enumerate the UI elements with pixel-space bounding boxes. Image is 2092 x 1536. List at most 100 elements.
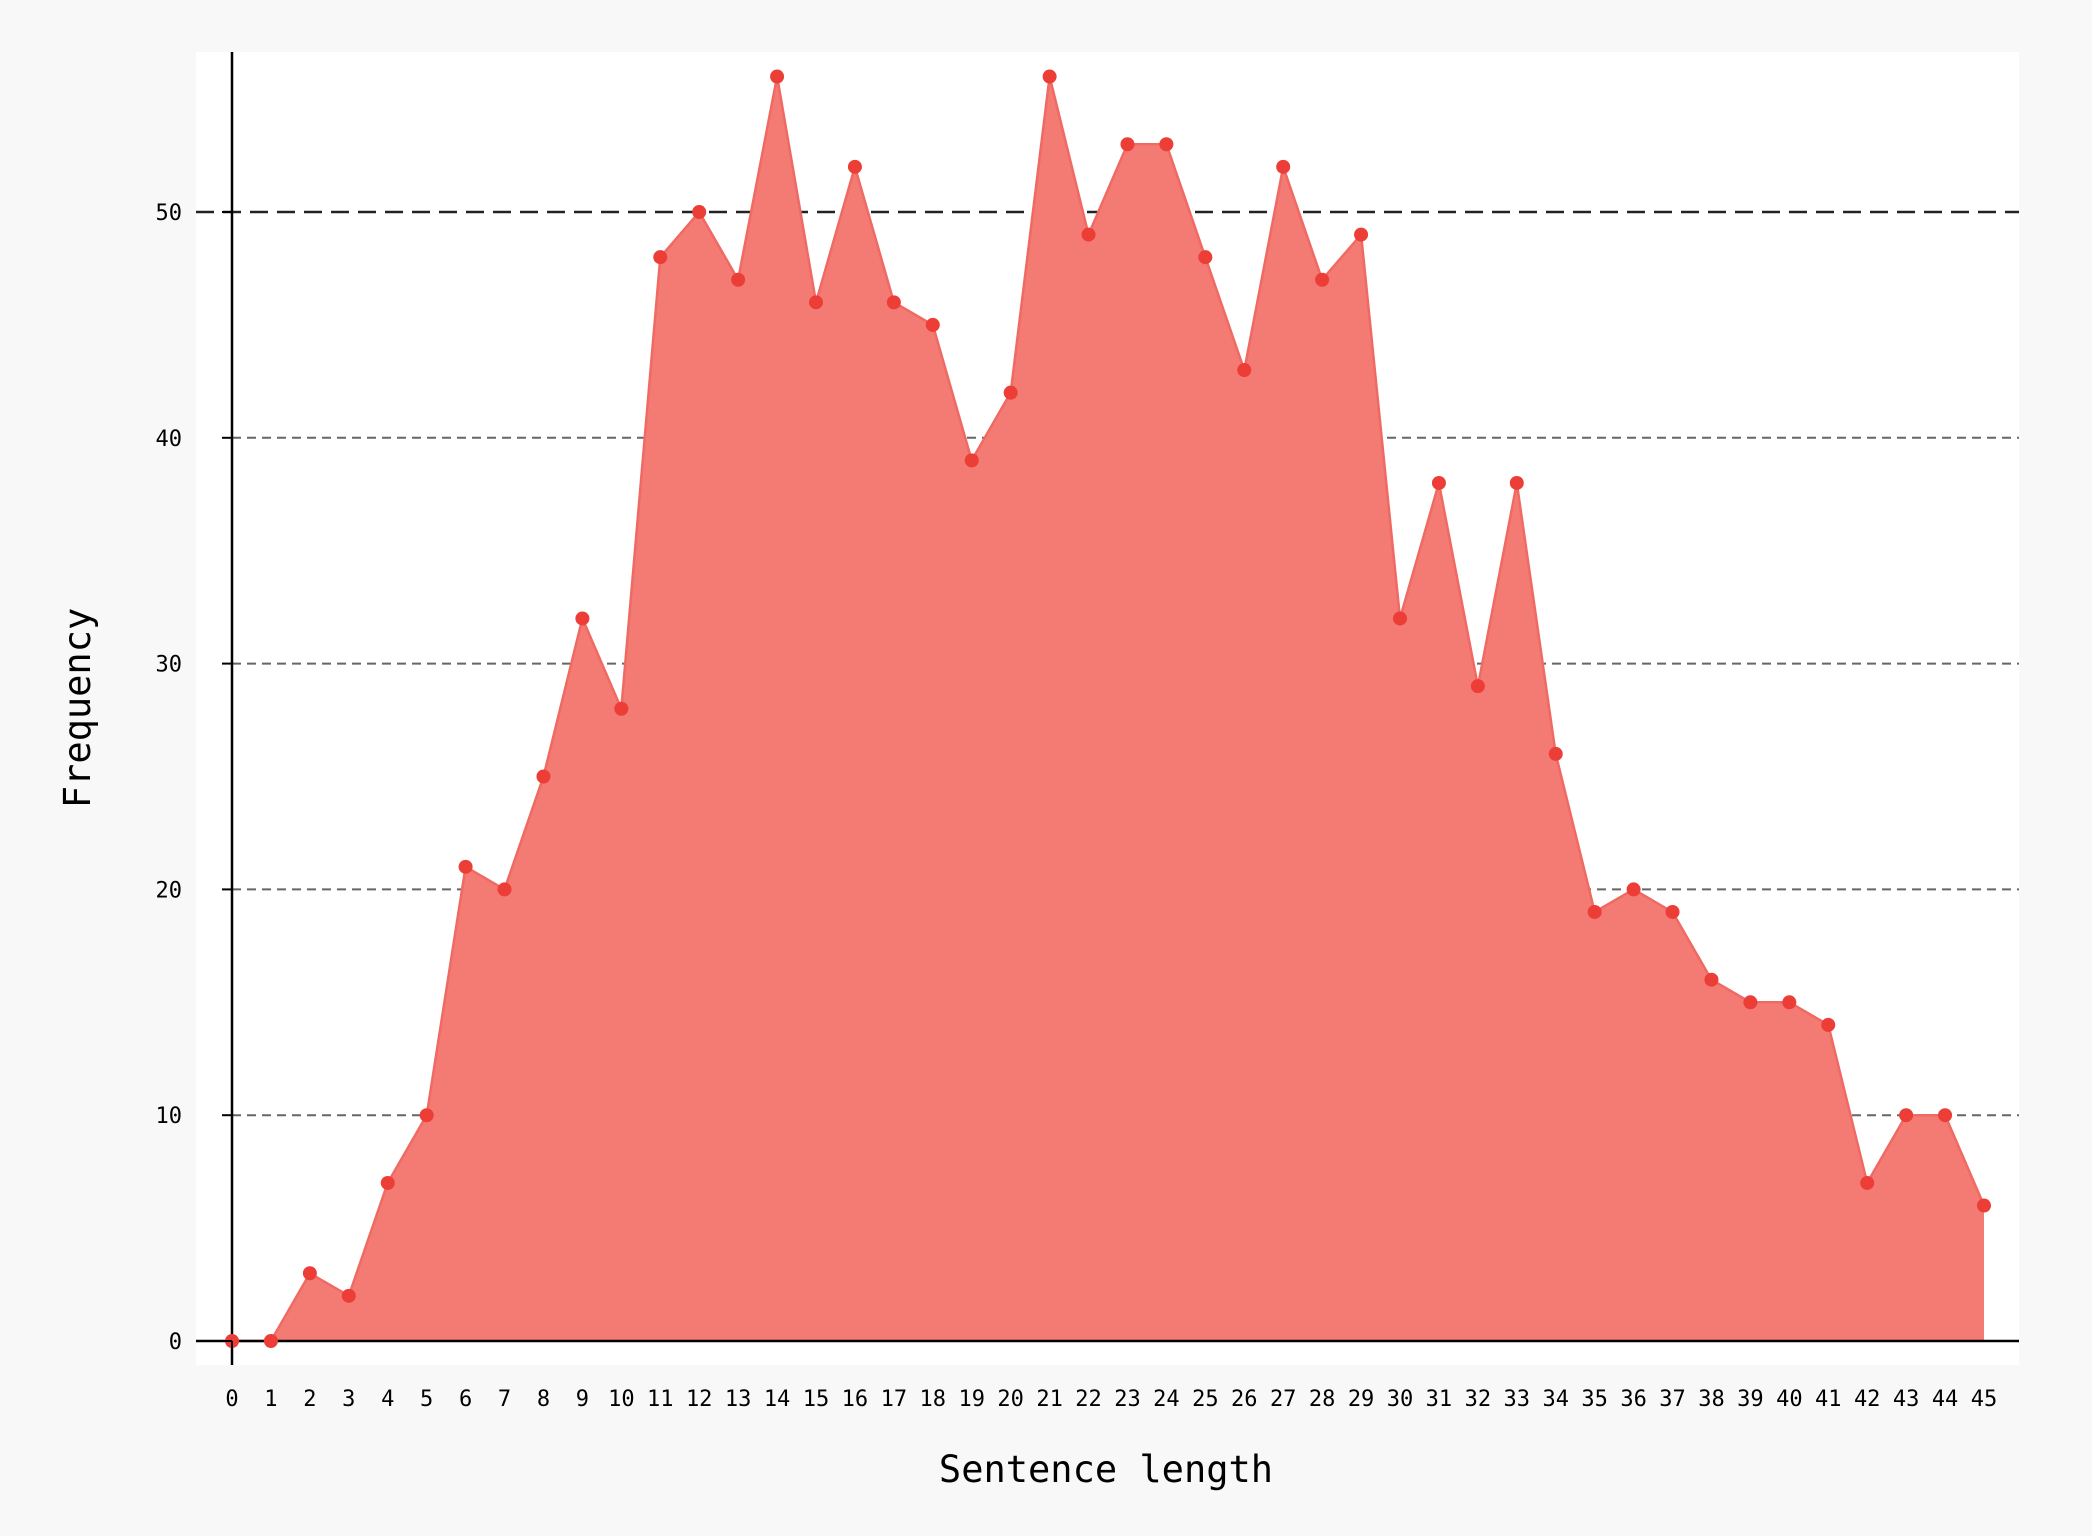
x-tick-label: 25: [1192, 1387, 1219, 1412]
x-tick-label: 21: [1036, 1387, 1063, 1412]
data-point: [1159, 137, 1174, 152]
data-point: [1354, 227, 1369, 242]
x-tick-label: 15: [803, 1387, 830, 1412]
data-point: [770, 69, 785, 84]
data-point: [809, 295, 823, 310]
x-tick-label: 11: [647, 1387, 674, 1412]
x-tick-label: 31: [1426, 1387, 1453, 1412]
data-point: [1860, 1175, 1875, 1190]
x-tick-label: 7: [498, 1387, 511, 1412]
data-point: [536, 769, 551, 784]
data-point: [1431, 475, 1446, 490]
x-tick-label: 3: [342, 1387, 355, 1412]
area-series: [232, 76, 1986, 1343]
x-tick-label: 18: [920, 1387, 947, 1412]
x-tick-label: 37: [1659, 1387, 1686, 1412]
x-tick-label: 2: [303, 1387, 316, 1412]
x-tick-label: 16: [842, 1387, 869, 1412]
data-point: [341, 1288, 356, 1303]
x-tick-label: 4: [381, 1387, 394, 1412]
x-tick-label: 0: [225, 1387, 238, 1412]
x-tick-label: 26: [1231, 1387, 1258, 1412]
x-tick-label: 23: [1114, 1387, 1141, 1412]
data-point: [1315, 272, 1330, 287]
x-tick-label: 5: [420, 1387, 433, 1412]
x-tick-label: 22: [1075, 1387, 1102, 1412]
y-tick-label: 40: [156, 427, 183, 452]
x-tick-label: 29: [1348, 1387, 1375, 1412]
y-tick-label: 10: [156, 1104, 183, 1129]
data-point: [886, 295, 901, 310]
x-tick-label: 34: [1542, 1387, 1569, 1412]
x-tick-label: 14: [764, 1387, 791, 1412]
x-tick-label: 33: [1504, 1387, 1531, 1412]
data-point: [692, 205, 707, 219]
x-tick-labels: 0 1 2 3 4 5 6 7 8 9 10 11 12 13 14 15 16 17 18 19 20 21 22 23 24…: [225, 1341, 1997, 1412]
x-tick-label: 27: [1270, 1387, 1297, 1412]
x-tick-label: 9: [576, 1387, 589, 1412]
data-point: [1899, 1108, 1914, 1123]
data-point: [1237, 363, 1252, 378]
x-tick-label: 19: [958, 1387, 985, 1412]
data-point: [1821, 1017, 1836, 1032]
x-tick-label: 28: [1309, 1387, 1336, 1412]
data-point: [964, 453, 979, 468]
data-point: [847, 159, 862, 174]
x-tick-label: 30: [1387, 1387, 1414, 1412]
data-point: [731, 272, 746, 287]
data-point: [263, 1334, 278, 1348]
data-point: [1276, 159, 1291, 174]
data-point: [1782, 995, 1797, 1010]
x-tick-label: 24: [1153, 1387, 1180, 1412]
data-point: [614, 701, 629, 716]
data-point: [1743, 995, 1758, 1010]
x-axis-label: Sentence length: [939, 1448, 1273, 1491]
data-point: [1938, 1108, 1953, 1123]
x-tick-label: 35: [1581, 1387, 1608, 1412]
data-point: [1003, 385, 1018, 400]
x-tick-label: 42: [1854, 1387, 1881, 1412]
data-point: [1393, 611, 1407, 626]
data-point: [1198, 250, 1213, 265]
data-markers: [225, 69, 1991, 1348]
data-point: [1977, 1198, 1991, 1213]
x-tick-label: 39: [1737, 1387, 1764, 1412]
y-tick-label: 20: [156, 878, 183, 903]
x-tick-label: 36: [1620, 1387, 1647, 1412]
data-point: [1120, 137, 1135, 152]
data-point: [653, 250, 668, 265]
x-tick-label: 10: [608, 1387, 635, 1412]
y-tick-labels: 0 10 20 30 40 50: [156, 201, 232, 1355]
data-point: [575, 611, 590, 626]
data-point: [1626, 882, 1641, 897]
area-fill: [232, 76, 1984, 1341]
data-point: [419, 1108, 434, 1123]
x-tick-label: 44: [1932, 1387, 1959, 1412]
data-point: [925, 317, 940, 332]
x-tick-label: 20: [997, 1387, 1024, 1412]
data-point: [458, 859, 473, 874]
x-tick-label: 17: [881, 1387, 908, 1412]
x-tick-label: 45: [1971, 1387, 1998, 1412]
data-point: [1587, 904, 1602, 919]
x-tick-label: 32: [1465, 1387, 1492, 1412]
data-point: [1042, 69, 1057, 84]
x-tick-label: 1: [264, 1387, 277, 1412]
data-point: [1548, 746, 1563, 761]
x-tick-label: 43: [1893, 1387, 1920, 1412]
data-point: [1509, 475, 1524, 490]
x-tick-label: 12: [686, 1387, 713, 1412]
data-point: [380, 1175, 395, 1190]
data-point: [1081, 227, 1096, 242]
data-point: [1470, 679, 1485, 694]
axes: [196, 52, 2019, 1365]
y-axis-label: Frequency: [56, 608, 99, 808]
data-point: [1665, 904, 1680, 919]
x-tick-label: 13: [725, 1387, 752, 1412]
data-point: [497, 882, 512, 897]
y-tick-label: 0: [169, 1330, 182, 1355]
series-line: [232, 76, 1986, 1343]
y-tick-label: 30: [156, 653, 183, 678]
